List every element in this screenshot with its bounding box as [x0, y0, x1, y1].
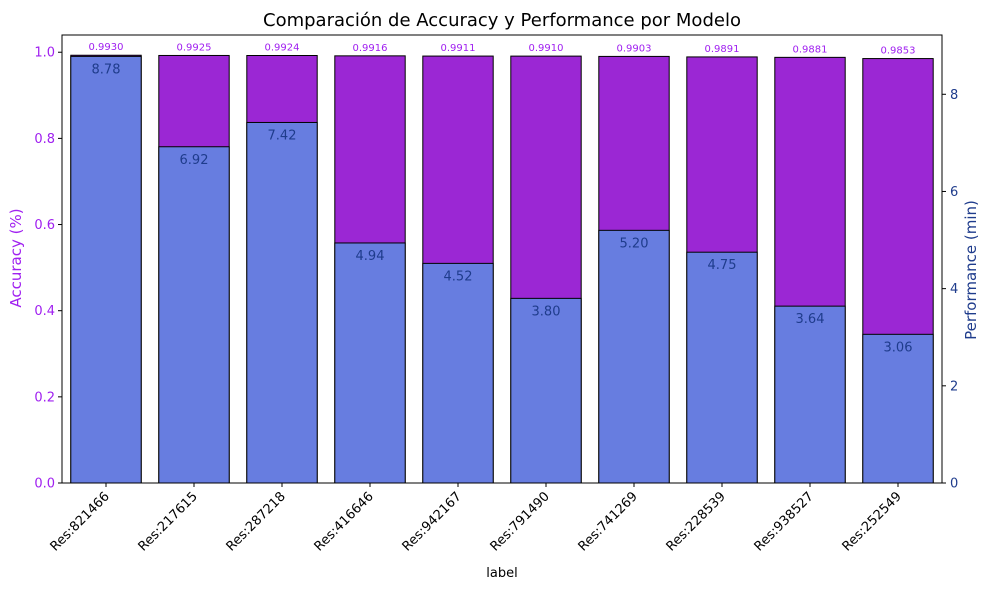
right-axis-tick-label: 4	[950, 282, 958, 297]
performance-labels: 8.78 6.92 7.42 4.94 4.52 3.80 5.20 4.75 3.64 3.06	[92, 62, 913, 355]
x-axis-tick-label: Res:416646	[312, 489, 377, 554]
accuracy-data-label: 0.9903	[617, 43, 652, 54]
performance-data-label: 4.94	[356, 249, 385, 264]
left-axis-title: Accuracy (%)	[7, 208, 25, 307]
performance-data-label: 3.06	[884, 340, 913, 355]
left-axis-tick-label: 0.8	[34, 132, 55, 147]
performance-data-label: 4.52	[444, 269, 473, 284]
performance-data-label: 6.92	[180, 153, 209, 168]
plot-frame	[61, 34, 943, 484]
performance-bar	[158, 146, 230, 484]
x-axis-tick-label: Res:217615	[136, 489, 201, 554]
performance-bar	[246, 121, 318, 484]
accuracy-data-label: 0.9925	[177, 42, 212, 53]
x-axis-tick-label: Res:228539	[664, 489, 729, 554]
left-axis-tick-label: 1.0	[34, 46, 55, 61]
right-axis-title: Performance (min)	[962, 200, 980, 340]
performance-bar	[422, 262, 494, 484]
right-axis-tick-label: 6	[950, 185, 958, 200]
accuracy-data-label: 0.9916	[353, 43, 388, 54]
performance-data-label: 3.64	[796, 312, 825, 327]
performance-bar	[510, 297, 582, 484]
left-axis-tick-label: 0.4	[34, 304, 55, 319]
performance-data-label: 3.80	[532, 304, 561, 319]
x-axis-tick-label: Res:821466	[48, 489, 113, 554]
x-axis-title: label	[486, 566, 517, 581]
accuracy-data-label: 0.9924	[265, 43, 300, 54]
left-axis: 0.0 0.2 0.4 0.6 0.8 1.0	[34, 46, 62, 492]
performance-bar	[70, 55, 142, 484]
accuracy-labels: 0.9930 0.9925 0.9924 0.9916 0.9911 0.9910 0.99…	[89, 42, 916, 56]
right-axis-tick-label: 0	[950, 477, 958, 492]
left-axis-tick-label: 0.0	[34, 477, 55, 492]
x-axis-tick-label: Res:741269	[576, 489, 641, 554]
performance-data-label: 8.78	[92, 62, 121, 77]
accuracy-data-label: 0.9853	[881, 46, 916, 57]
performance-bar	[598, 229, 670, 484]
accuracy-data-label: 0.9930	[89, 42, 124, 53]
right-axis-tick-label: 2	[950, 379, 958, 394]
performance-bar	[862, 333, 934, 484]
x-axis-tick-label: Res:942167	[400, 489, 465, 554]
x-axis-tick-label: Res:252549	[840, 489, 905, 554]
x-axis-tick-label: Res:791490	[488, 489, 553, 554]
performance-data-label: 7.42	[268, 128, 297, 143]
accuracy-data-label: 0.9881	[793, 44, 828, 55]
right-axis: 0 2 4 6 8	[942, 88, 958, 492]
accuracy-data-label: 0.9910	[529, 43, 564, 54]
performance-bar	[774, 305, 846, 484]
performance-bars	[70, 55, 934, 484]
left-axis-tick-label: 0.6	[34, 218, 55, 233]
performance-bar	[334, 242, 406, 484]
performance-data-label: 5.20	[620, 236, 649, 251]
x-axis: Res:821466 Res:217615 Res:287218 Res:416646…	[48, 483, 905, 554]
x-axis-tick-label: Res:287218	[224, 489, 289, 554]
accuracy-data-label: 0.9911	[441, 43, 476, 54]
x-axis-tick-label: Res:938527	[752, 489, 817, 554]
accuracy-data-label: 0.9891	[705, 44, 740, 55]
performance-bar	[686, 251, 758, 484]
right-axis-tick-label: 8	[950, 88, 958, 103]
performance-data-label: 4.75	[708, 258, 737, 273]
chart-title: Comparación de Accuracy y Performance po…	[263, 10, 741, 31]
left-axis-tick-label: 0.2	[34, 390, 55, 405]
